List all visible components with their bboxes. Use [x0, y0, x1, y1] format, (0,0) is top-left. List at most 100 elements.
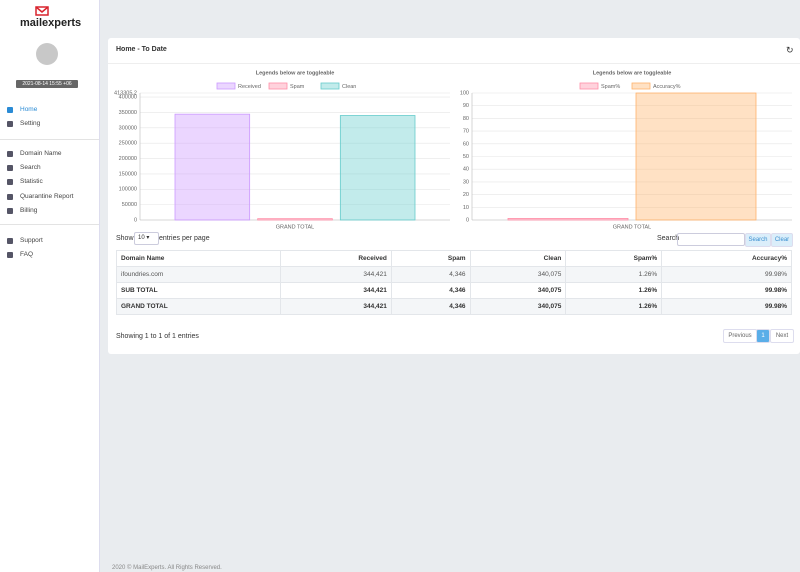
charts: Legends below are toggleable Received Spam…: [114, 70, 792, 230]
legend-label[interactable]: Clean: [342, 84, 356, 90]
y-tick-label: 400000: [119, 95, 137, 101]
y-tick-label: 50: [463, 154, 469, 160]
y-tick-label: 0: [466, 217, 469, 223]
footer: 2020 © MailExperts. All Rights Reserved.: [112, 565, 222, 571]
column-header: Domain Name: [115, 250, 282, 267]
brand: mailexperts: [20, 17, 82, 29]
nav-icon: [7, 194, 13, 200]
page-size-select[interactable]: 10 ▾: [134, 232, 159, 245]
nav-item[interactable]: FAQ: [20, 251, 34, 258]
nav-item[interactable]: Home: [20, 106, 38, 113]
y-tick-label: 250000: [119, 141, 137, 147]
y-tick-label: 200000: [119, 156, 137, 162]
table-row: GRAND TOTAL 344,421 4,346 340,075 1.26% 99.98…: [115, 298, 792, 315]
legend-label[interactable]: Spam%: [601, 84, 620, 90]
nav-icon: [7, 179, 13, 185]
nav-item[interactable]: Setting: [20, 120, 41, 127]
table-cell: 344,421: [280, 298, 392, 315]
logo-icon: [35, 6, 49, 16]
legend-swatch[interactable]: [579, 82, 599, 90]
datetime: 2021-08-14 15:55 +06: [16, 80, 78, 88]
table-cell: 340,075: [469, 266, 567, 283]
legend-label[interactable]: Received: [238, 84, 261, 90]
search-button[interactable]: Search: [745, 233, 771, 247]
nav-item[interactable]: Support: [20, 237, 43, 244]
divider: [0, 224, 99, 225]
table-cell: 99.98%: [661, 298, 792, 315]
table-cell: 99.98%: [661, 266, 792, 283]
chart-title: Legends below are toggleable: [256, 70, 335, 76]
entries-label: entries per page: [159, 235, 210, 242]
nav-icon: [7, 151, 13, 157]
table-cell: 4,346: [390, 298, 471, 315]
bar: [339, 115, 416, 221]
search-input[interactable]: [677, 233, 745, 246]
table-cell: 1.26%: [565, 282, 663, 299]
card: Home - To Date ↻ Show 10 ▾ entries per p…: [108, 38, 800, 354]
table-cell: 344,421: [280, 282, 392, 299]
page-title: Home - To Date: [116, 46, 167, 53]
y-tick-label: 50000: [122, 202, 137, 208]
column-header: Spam: [390, 250, 471, 267]
legend-swatch[interactable]: [216, 82, 236, 90]
nav-item[interactable]: Statistic: [20, 178, 43, 185]
table-cell: 344,421: [280, 266, 392, 283]
y-tick-label: 100000: [119, 187, 137, 193]
column-header: Accuracy%: [661, 250, 792, 267]
table-cell: 1.26%: [565, 298, 663, 315]
page-size: 10: [138, 235, 145, 241]
y-tick-label: 100: [460, 90, 469, 96]
table-info: Showing 1 to 1 of 1 entries: [116, 333, 199, 340]
previous-button[interactable]: Previous: [723, 329, 757, 343]
nav-icon: [7, 208, 13, 214]
table-wrap: Domain Name Received Spam Clean Spam% Accurac…: [115, 250, 792, 315]
data-table: Domain Name Received Spam Clean Spam% Accurac…: [115, 250, 792, 315]
table-cell: 4,346: [390, 282, 471, 299]
nav-item[interactable]: Search: [20, 164, 41, 171]
search-label: Search: [657, 235, 680, 242]
x-tick-label: GRAND TOTAL: [276, 224, 315, 230]
nav-item[interactable]: Billing: [20, 207, 38, 214]
chart-title: Legends below are toggleable: [593, 70, 672, 76]
table-cell: 340,075: [469, 282, 567, 299]
nav-item[interactable]: Domain Name: [20, 150, 62, 157]
nav-icon: [7, 252, 13, 258]
y-tick-label: 30: [463, 179, 469, 185]
x-tick-label: GRAND TOTAL: [613, 224, 652, 230]
table-cell: GRAND TOTAL: [115, 298, 282, 315]
y-tick-label: 350000: [119, 110, 137, 116]
refresh-button[interactable]: ↻: [786, 45, 794, 55]
y-tick-label: 413305.2: [114, 90, 137, 96]
y-tick-label: 40: [463, 167, 469, 173]
bar: [507, 217, 629, 221]
nav-icon: [7, 238, 13, 244]
y-tick-label: 20: [463, 192, 469, 198]
next-button[interactable]: Next: [770, 329, 794, 343]
legend-swatch[interactable]: [320, 82, 340, 90]
avatar: [36, 43, 58, 65]
column-header: Received: [280, 250, 392, 267]
nav-item[interactable]: Quarantine Report: [20, 193, 74, 200]
legend-label[interactable]: Spam: [290, 84, 305, 90]
divider: [108, 63, 800, 64]
y-tick-label: 150000: [119, 171, 137, 177]
table-cell: SUB TOTAL: [115, 282, 282, 299]
bar: [257, 218, 333, 221]
show-label: Show: [116, 235, 134, 242]
legend-label[interactable]: Accuracy%: [653, 84, 681, 90]
legend-swatch[interactable]: [268, 82, 288, 90]
table-row: SUB TOTAL 344,421 4,346 340,075 1.26% 99.98%: [115, 282, 792, 299]
y-tick-label: 300000: [119, 125, 137, 131]
bar: [174, 113, 251, 221]
header-row: Domain Name Received Spam Clean Spam% Accurac…: [115, 250, 792, 267]
table-cell: 99.98%: [661, 282, 792, 299]
column-header: Spam%: [565, 250, 663, 267]
divider: [0, 139, 99, 140]
nav-icon: [7, 121, 13, 127]
clear-button[interactable]: Clear: [771, 233, 793, 247]
page-button[interactable]: 1: [756, 329, 770, 343]
legend-swatch[interactable]: [631, 82, 651, 90]
y-tick-label: 60: [463, 141, 469, 147]
table-cell: 4,346: [390, 266, 471, 283]
table-row: ifoundries.com 344,421 4,346 340,075 1.26% 99…: [115, 266, 792, 283]
